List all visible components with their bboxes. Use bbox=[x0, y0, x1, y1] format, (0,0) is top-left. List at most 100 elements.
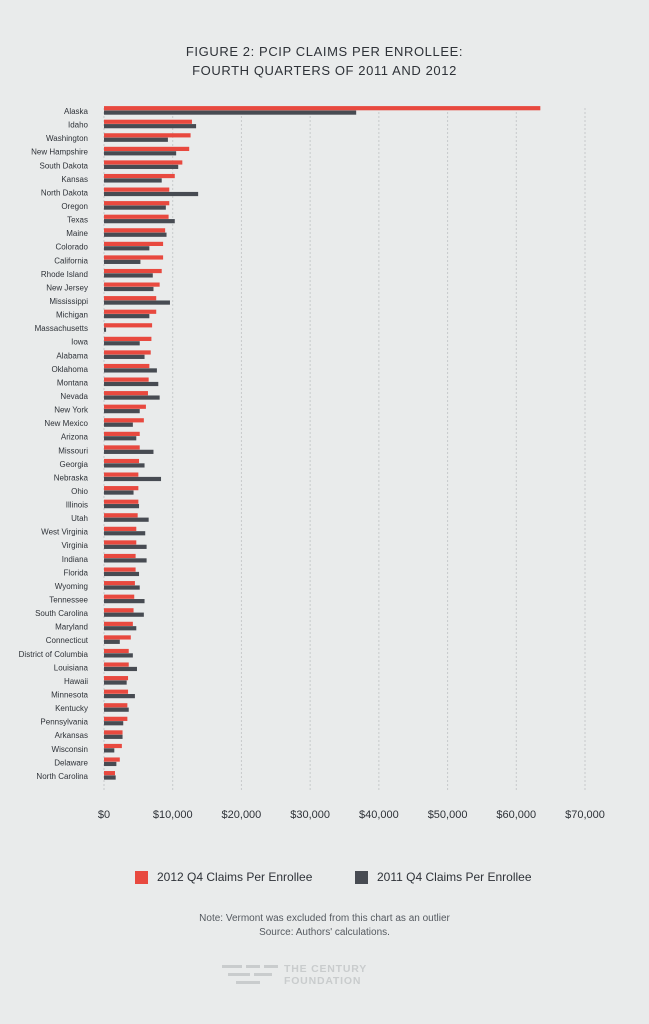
y-category-label: District of Columbia bbox=[19, 650, 89, 659]
y-category-label: Michigan bbox=[56, 311, 88, 320]
bar-2011 bbox=[104, 476, 162, 482]
logo-text: THE CENTURY FOUNDATION bbox=[284, 963, 367, 987]
x-tick-label: $0 bbox=[98, 809, 110, 821]
legend-swatch-2011 bbox=[355, 870, 368, 884]
y-category-label: Colorado bbox=[56, 243, 89, 252]
y-category-label: Florida bbox=[64, 568, 89, 577]
y-category-label: Idaho bbox=[68, 121, 89, 130]
bar-2012 bbox=[104, 689, 129, 694]
bar-2012 bbox=[104, 730, 123, 735]
x-tick-label: $20,000 bbox=[222, 809, 262, 821]
bar-2011 bbox=[104, 639, 120, 644]
bar-2011 bbox=[104, 775, 116, 780]
bar-2012 bbox=[104, 567, 136, 572]
y-category-label: Ohio bbox=[71, 487, 88, 496]
century-foundation-logo: THE CENTURY FOUNDATION bbox=[222, 963, 422, 991]
bar-2011 bbox=[104, 191, 199, 197]
bar-2011 bbox=[104, 707, 129, 712]
logo-line2: FOUNDATION bbox=[284, 975, 362, 987]
bar-2012 bbox=[104, 214, 169, 219]
bar-2011 bbox=[104, 599, 145, 604]
bar-2012 bbox=[104, 133, 191, 138]
y-category-label: New Hampshire bbox=[31, 148, 88, 157]
bar-2011 bbox=[104, 286, 154, 292]
bar-2012 bbox=[104, 309, 157, 314]
y-category-label: Nebraska bbox=[54, 473, 89, 482]
y-category-label: Oregon bbox=[61, 202, 88, 211]
bar-2012 bbox=[104, 526, 137, 531]
y-category-label: Virginia bbox=[61, 541, 88, 550]
y-category-label: Illinois bbox=[66, 501, 88, 510]
bar-2011 bbox=[104, 761, 117, 767]
x-tick-label: $30,000 bbox=[290, 809, 330, 821]
bar-2012 bbox=[104, 458, 140, 464]
bar-2012 bbox=[104, 228, 166, 233]
bar-2012 bbox=[104, 513, 138, 518]
bar-2011 bbox=[104, 381, 159, 387]
y-category-label: Kansas bbox=[61, 175, 88, 184]
note-text: Note: Vermont was excluded from this cha… bbox=[199, 913, 450, 924]
bar-2011 bbox=[104, 205, 166, 210]
bar-2012 bbox=[104, 119, 192, 124]
y-category-label: Hawaii bbox=[64, 677, 88, 686]
bar-2012 bbox=[104, 648, 129, 654]
bar-2011 bbox=[104, 354, 145, 359]
bar-2012 bbox=[104, 676, 129, 681]
bar-2011 bbox=[104, 694, 135, 699]
chart-title-line2: FOURTH QUARTERS OF 2011 AND 2012 bbox=[192, 63, 457, 78]
bar-2012 bbox=[104, 296, 157, 301]
y-category-label: Utah bbox=[71, 514, 88, 523]
y-category-label: Wyoming bbox=[55, 582, 88, 591]
bar-2011 bbox=[104, 300, 170, 305]
y-category-label: Maine bbox=[66, 229, 88, 238]
y-category-label: Arkansas bbox=[55, 731, 88, 740]
bar-2011 bbox=[104, 110, 357, 115]
y-category-label: Louisiana bbox=[54, 663, 89, 672]
chart-title-line1: FIGURE 2: PCIP CLAIMS PER ENROLLEE: bbox=[185, 44, 464, 59]
bar-2011 bbox=[104, 490, 134, 495]
bar-2012 bbox=[104, 757, 120, 762]
y-category-label: New York bbox=[54, 406, 89, 415]
chart-title: FIGURE 2: PCIP CLAIMS PER ENROLLEE: FOUR… bbox=[0, 42, 649, 80]
bar-2012 bbox=[104, 553, 136, 559]
bar-chart: $0 $10,000 $20,000 $30,000 $40,000 $50,000 $60… bbox=[19, 106, 605, 821]
bar-2011 bbox=[104, 219, 175, 224]
y-category-label: Mississippi bbox=[49, 297, 88, 306]
y-category-label: Pennsylvania bbox=[40, 718, 88, 727]
bar-2012 bbox=[104, 418, 144, 423]
bar-2011 bbox=[104, 612, 144, 617]
bar-2011 bbox=[104, 164, 179, 169]
bar-2012 bbox=[104, 282, 160, 287]
bar-2011 bbox=[104, 409, 140, 414]
bar-2012 bbox=[104, 173, 175, 179]
y-category-label: Nevada bbox=[60, 392, 88, 401]
y-category-label: Rhode Island bbox=[41, 270, 88, 279]
bar-2011 bbox=[104, 436, 137, 441]
bar-2011 bbox=[104, 314, 150, 319]
bar-2011 bbox=[104, 504, 140, 509]
bar-2011 bbox=[104, 273, 153, 278]
bar-2012 bbox=[104, 146, 190, 152]
bar-2012 bbox=[104, 350, 151, 355]
bar-2011 bbox=[104, 463, 145, 468]
y-category-label: California bbox=[54, 256, 88, 265]
y-category-label: Alabama bbox=[56, 351, 88, 360]
legend-item-2011: 2011 Q4 Claims Per Enrollee bbox=[355, 870, 532, 884]
y-category-label: Oklahoma bbox=[52, 365, 89, 374]
bar-2012 bbox=[104, 499, 139, 504]
bar-2012 bbox=[104, 391, 148, 396]
bar-2011 bbox=[104, 259, 141, 264]
bar-2012 bbox=[104, 662, 129, 667]
bar-2011 bbox=[104, 232, 167, 237]
bar-2011 bbox=[104, 626, 137, 631]
bar-2011 bbox=[104, 341, 140, 346]
legend-item-2012: 2012 Q4 Claims Per Enrollee bbox=[135, 870, 312, 884]
bar-2012 bbox=[104, 635, 131, 640]
y-category-label: West Virginia bbox=[41, 528, 88, 537]
bar-2012 bbox=[104, 581, 135, 586]
x-tick-label: $70,000 bbox=[565, 809, 605, 821]
bar-2012 bbox=[104, 106, 541, 111]
bar-2012 bbox=[104, 336, 152, 341]
chart-notes: Note: Vermont was excluded from this cha… bbox=[0, 912, 649, 940]
bar-2011 bbox=[104, 422, 133, 427]
